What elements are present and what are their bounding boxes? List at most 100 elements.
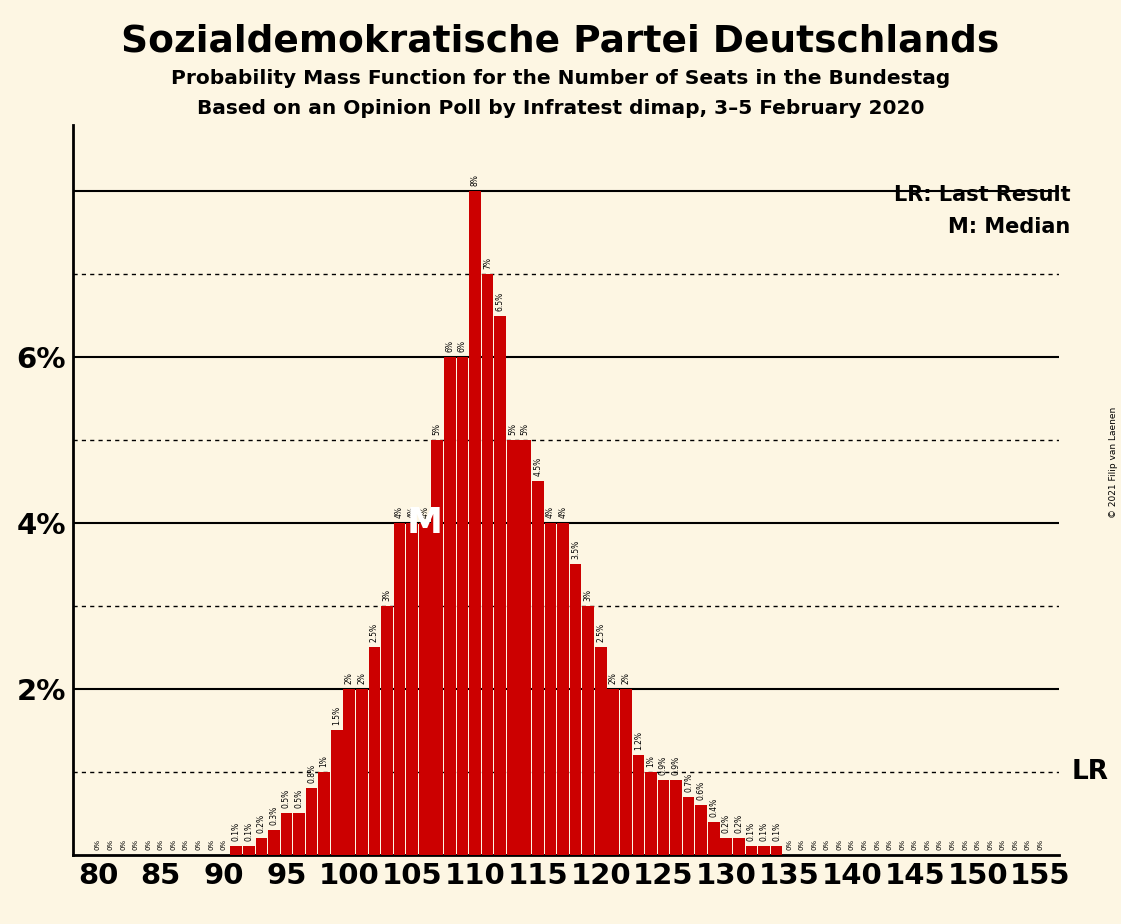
Text: 0%: 0%: [974, 839, 981, 850]
Text: 0%: 0%: [195, 839, 202, 850]
Text: 1.5%: 1.5%: [332, 706, 341, 725]
Bar: [243, 846, 254, 855]
Bar: [444, 357, 456, 855]
Text: 0.1%: 0.1%: [747, 822, 756, 842]
Text: 4%: 4%: [408, 506, 417, 518]
Bar: [318, 772, 330, 855]
Bar: [456, 357, 469, 855]
Text: 0%: 0%: [937, 839, 943, 850]
Bar: [695, 805, 707, 855]
Bar: [582, 606, 594, 855]
Bar: [658, 780, 669, 855]
Text: 0%: 0%: [1025, 839, 1031, 850]
Text: 0%: 0%: [120, 839, 127, 850]
Text: 0.2%: 0.2%: [722, 814, 731, 833]
Text: 0.9%: 0.9%: [671, 756, 680, 775]
Text: Based on an Opinion Poll by Infratest dimap, 3–5 February 2020: Based on an Opinion Poll by Infratest di…: [197, 99, 924, 118]
Bar: [231, 846, 242, 855]
Bar: [381, 606, 392, 855]
Text: 4%: 4%: [546, 506, 555, 518]
Text: 0%: 0%: [962, 839, 969, 850]
Text: 0.1%: 0.1%: [760, 822, 769, 842]
Bar: [432, 440, 443, 855]
Text: 0.8%: 0.8%: [307, 764, 316, 784]
Text: 0%: 0%: [221, 839, 226, 850]
Text: 0.1%: 0.1%: [232, 822, 241, 842]
Text: 0%: 0%: [786, 839, 793, 850]
Bar: [306, 788, 317, 855]
Bar: [632, 755, 645, 855]
Text: 0.5%: 0.5%: [295, 789, 304, 808]
Text: 4%: 4%: [558, 506, 567, 518]
Text: 2.5%: 2.5%: [596, 623, 605, 642]
Text: 8%: 8%: [471, 175, 480, 186]
Bar: [758, 846, 770, 855]
Text: 5%: 5%: [508, 423, 517, 435]
Text: 0.5%: 0.5%: [282, 789, 291, 808]
Text: 1%: 1%: [319, 755, 328, 767]
Text: 4.5%: 4.5%: [534, 457, 543, 477]
Text: 0%: 0%: [146, 839, 151, 850]
Text: 0%: 0%: [1000, 839, 1006, 850]
Bar: [470, 191, 481, 855]
Text: 6%: 6%: [458, 340, 467, 352]
Bar: [670, 780, 682, 855]
Text: 3.5%: 3.5%: [571, 541, 580, 559]
Text: 0%: 0%: [132, 839, 139, 850]
Text: 2%: 2%: [345, 672, 354, 684]
Text: 0%: 0%: [108, 839, 113, 850]
Text: 0.1%: 0.1%: [772, 822, 781, 842]
Text: 0%: 0%: [925, 839, 930, 850]
Text: 0%: 0%: [862, 839, 868, 850]
Bar: [683, 796, 695, 855]
Text: 6%: 6%: [445, 340, 454, 352]
Bar: [507, 440, 519, 855]
Bar: [771, 846, 782, 855]
Bar: [393, 523, 406, 855]
Bar: [532, 481, 544, 855]
Text: 0.4%: 0.4%: [710, 797, 719, 817]
Bar: [280, 813, 293, 855]
Bar: [745, 846, 758, 855]
Text: 2.5%: 2.5%: [370, 623, 379, 642]
Text: 0%: 0%: [183, 839, 189, 850]
Bar: [268, 830, 280, 855]
Text: 0%: 0%: [812, 839, 817, 850]
Text: 4%: 4%: [395, 506, 404, 518]
Text: 2%: 2%: [621, 672, 630, 684]
Text: 0%: 0%: [824, 839, 830, 850]
Text: 0%: 0%: [799, 839, 805, 850]
Text: LR: Last Result: LR: Last Result: [893, 185, 1071, 205]
Text: Sozialdemokratische Partei Deutschlands: Sozialdemokratische Partei Deutschlands: [121, 23, 1000, 59]
Bar: [721, 838, 732, 855]
Text: 0.9%: 0.9%: [659, 756, 668, 775]
Text: 0.3%: 0.3%: [269, 806, 278, 825]
Text: 3%: 3%: [584, 589, 593, 601]
Text: 0.2%: 0.2%: [257, 814, 266, 833]
Text: 1%: 1%: [647, 755, 656, 767]
Text: 4%: 4%: [420, 506, 429, 518]
Bar: [608, 688, 619, 855]
Text: 5%: 5%: [433, 423, 442, 435]
Bar: [620, 688, 631, 855]
Bar: [256, 838, 267, 855]
Bar: [356, 688, 368, 855]
Text: 0%: 0%: [988, 839, 993, 850]
Text: 0%: 0%: [949, 839, 955, 850]
Bar: [331, 730, 343, 855]
Bar: [708, 821, 720, 855]
Text: 0%: 0%: [158, 839, 164, 850]
Text: 2%: 2%: [358, 672, 367, 684]
Text: 7%: 7%: [483, 257, 492, 269]
Bar: [557, 523, 568, 855]
Text: 0%: 0%: [874, 839, 880, 850]
Bar: [569, 565, 582, 855]
Bar: [369, 648, 380, 855]
Bar: [733, 838, 744, 855]
Bar: [645, 772, 657, 855]
Bar: [406, 523, 418, 855]
Text: 0%: 0%: [209, 839, 214, 850]
Text: 0%: 0%: [899, 839, 906, 850]
Bar: [419, 523, 430, 855]
Bar: [343, 688, 355, 855]
